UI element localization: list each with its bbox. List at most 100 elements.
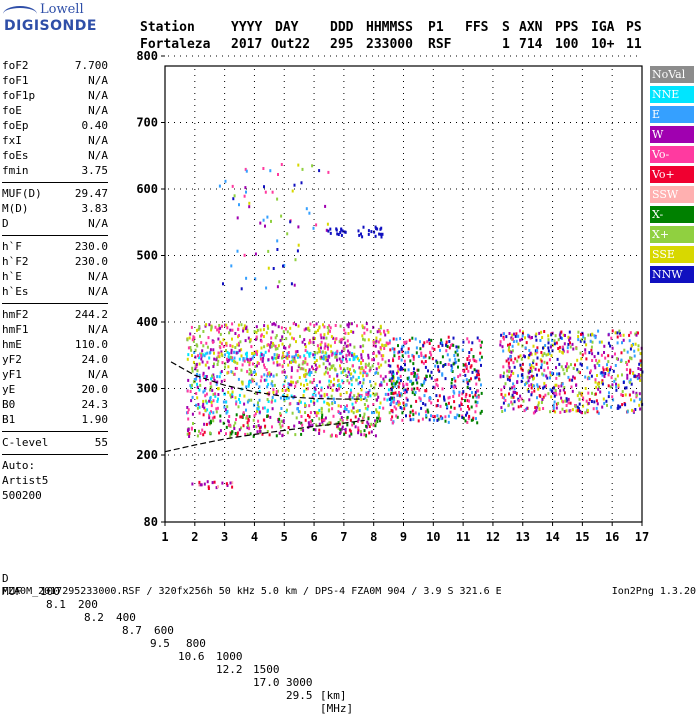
echo-point [251,377,254,381]
x-grid-dot [462,93,464,94]
echo-point [557,338,560,342]
y-grid-dot [462,255,463,256]
echo-point [625,361,628,364]
x-grid-dot [253,147,255,148]
y-grid-dot [444,454,445,456]
y-grid-dot [540,122,541,123]
echo-point [419,397,422,401]
y-grid-dot [540,321,541,323]
echo-point [439,361,442,365]
x-grid-dot [403,213,404,214]
x-grid-dot [343,381,345,382]
echo-point [574,405,577,409]
y-grid-dot [186,122,187,123]
x-grid-dot [432,195,434,196]
echo-point [392,359,395,363]
x-grid-dot [313,357,315,358]
x-grid-dot [313,483,315,484]
echo-point [186,411,189,414]
echo-point [269,344,272,348]
y-grid-dot [624,255,625,256]
echo-point [423,394,426,398]
y-grid-dot [264,55,265,57]
x-grid-dot [283,513,285,514]
y-grid-dot [288,255,289,256]
echo-point [390,401,393,405]
y-grid-dot [588,122,589,123]
x-grid-dot [403,273,404,274]
x-grid-dot [432,75,434,76]
y-grid-dot [396,55,397,57]
x-grid-dot [313,435,315,436]
x-grid-dot [492,141,494,142]
y-grid-dot [618,388,619,389]
y-grid-dot [636,122,637,123]
echo-point [320,386,323,390]
echo-point [598,340,601,344]
y-grid-dot [540,454,541,456]
echo-point [229,393,232,397]
echo-point [337,378,340,382]
y-grid-dot [426,321,427,323]
x-grid-dot [164,267,166,268]
echo-point [603,351,605,354]
x-grid-dot [313,141,315,142]
legend-item: Vo- [650,146,694,163]
echo-point [417,368,420,372]
x-grid-dot [462,411,464,412]
x-grid-dot [462,135,464,136]
x-grid-dot [403,201,404,202]
param-value: N/A [88,134,108,147]
x-grid-dot [522,123,524,124]
echo-point [634,342,637,346]
echo-point [508,378,511,382]
x-grid-dot [224,159,226,160]
x-grid-dot [581,417,583,418]
x-grid-dot [581,123,583,124]
x-grid-dot [373,465,375,466]
x-grid-dot [552,447,554,448]
echo-point [336,232,339,236]
echo-point [275,392,278,396]
echo-point [480,383,482,387]
x-grid-dot [581,261,583,262]
echo-point [308,354,311,358]
echo-point [231,390,234,394]
y-grid-dot [504,255,505,256]
y-grid-dot [552,388,553,389]
echo-point [255,425,258,429]
echo-point [224,179,227,183]
echo-point [343,230,346,234]
echo-point [569,345,572,349]
echo-point [439,415,442,419]
x-grid-dot [164,429,166,430]
footer-d-value: 400 [116,611,136,624]
x-grid-dot [552,327,554,328]
echo-point [398,400,400,404]
echo-point [628,339,631,343]
x-grid-dot [462,153,464,154]
echo-point [639,379,642,382]
x-grid-dot [462,435,464,436]
echo-point [472,395,475,399]
echo-point [588,377,591,380]
echo-point [303,338,306,342]
param-row: foF2 7.700 [2,58,108,73]
echo-point [329,344,332,348]
echo-point [338,432,341,435]
footer-d-value: 100 [40,585,60,598]
y-grid-dot [480,122,481,123]
echo-point [470,377,472,381]
echo-point [228,352,231,356]
y-grid-dot [594,321,595,323]
x-grid-dot [432,471,434,472]
x-grid-dot [194,321,196,322]
echo-point [394,391,397,395]
x-grid-dot [283,225,285,226]
x-grid-dot [403,327,404,328]
echo-point [542,386,545,390]
y-grid-dot [234,454,235,456]
echo-point [241,382,244,386]
y-tick-label: 400 [136,315,158,329]
x-grid-dot [403,189,404,190]
